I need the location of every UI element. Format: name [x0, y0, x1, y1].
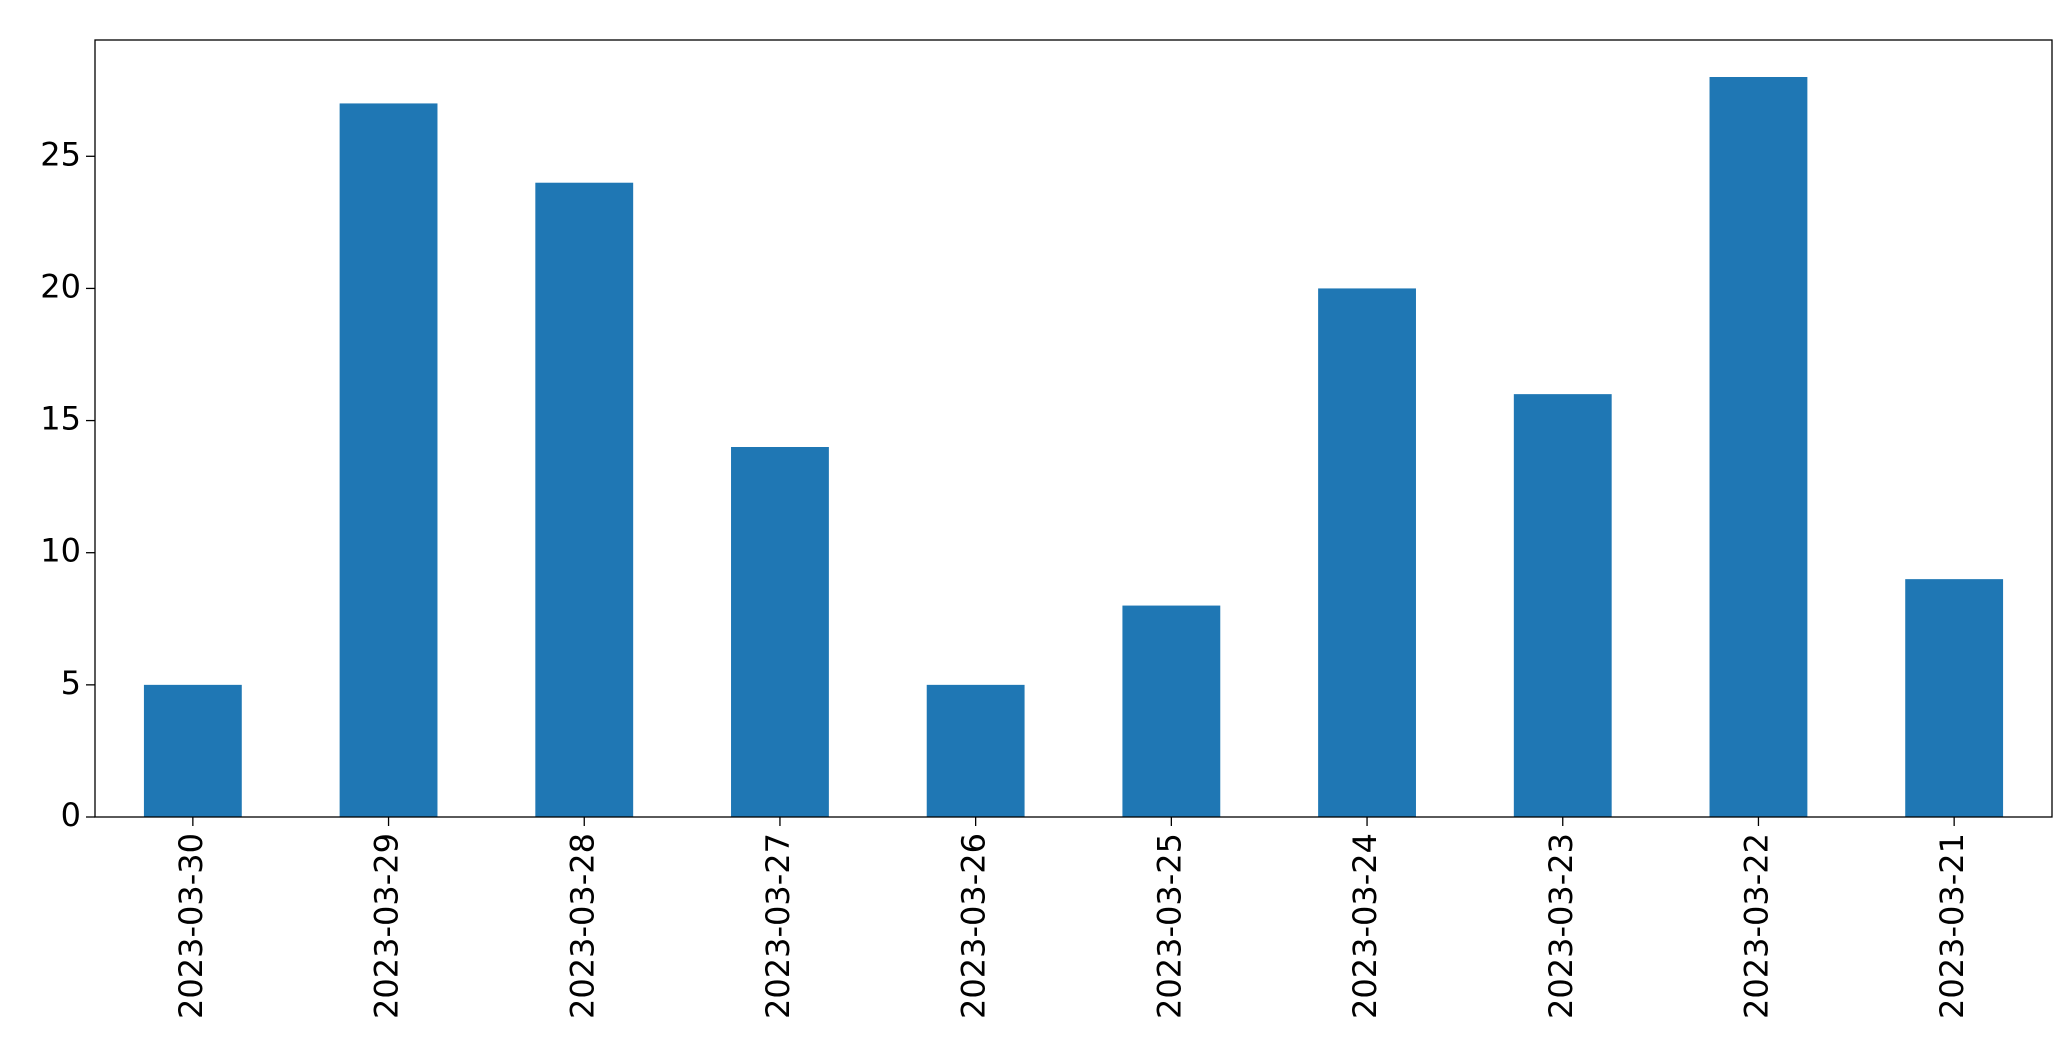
- x-tick-label: 2023-03-30: [172, 833, 210, 1019]
- x-tick-label: 2023-03-25: [1150, 833, 1188, 1019]
- bar: [143, 684, 242, 817]
- y-tick-label: 25: [40, 135, 81, 173]
- bar: [535, 182, 634, 817]
- x-tick-label: 2023-03-27: [759, 833, 797, 1019]
- x-tick-label: 2023-03-21: [1933, 833, 1971, 1019]
- y-tick-label: 10: [40, 532, 81, 570]
- x-tick-label: 2023-03-23: [1542, 833, 1580, 1019]
- y-tick-label: 15: [40, 400, 81, 438]
- y-tick-label: 5: [61, 664, 81, 702]
- x-tick-label: 2023-03-28: [563, 833, 601, 1019]
- bar: [731, 447, 829, 817]
- bar: [1318, 288, 1416, 817]
- y-tick-label: 20: [40, 267, 81, 305]
- x-tick-label: 2023-03-22: [1737, 833, 1775, 1019]
- bar: [1709, 77, 1808, 817]
- bar: [1122, 605, 1221, 817]
- y-tick-label: 0: [61, 796, 81, 834]
- bar: [1905, 579, 2004, 817]
- x-tick-label: 2023-03-26: [955, 833, 993, 1019]
- plot-frame: [94, 39, 2053, 818]
- bar: [339, 103, 438, 817]
- bar: [1513, 394, 1612, 817]
- bar: [926, 684, 1025, 817]
- x-tick-label: 2023-03-24: [1346, 833, 1384, 1019]
- x-tick-label: 2023-03-29: [368, 833, 406, 1019]
